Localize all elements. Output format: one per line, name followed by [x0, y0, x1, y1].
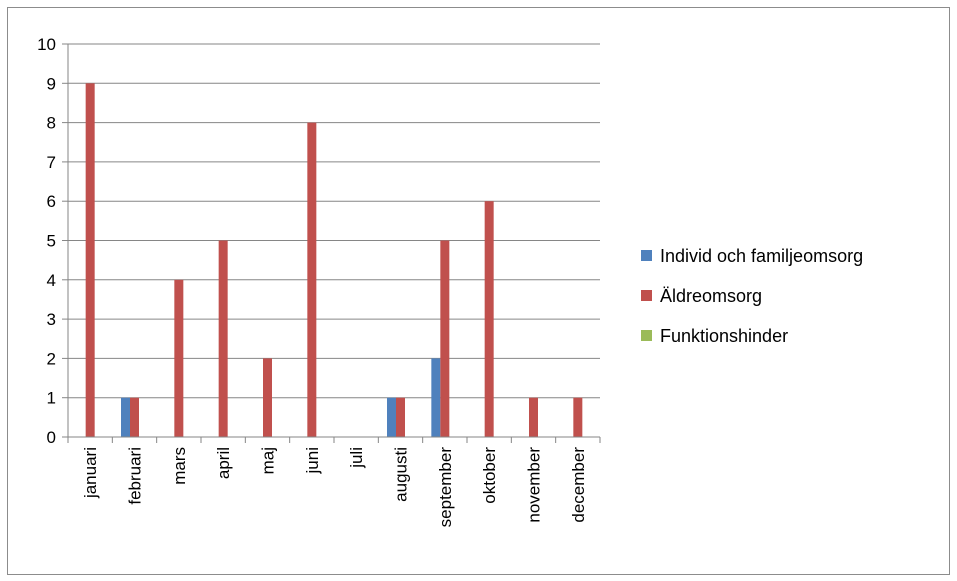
- legend: Individ och familjeomsorg Äldreomsorg Funk…: [641, 246, 863, 346]
- y-tick-label: 6: [47, 192, 56, 211]
- legend-swatch: [641, 330, 652, 341]
- bar-aldreomsorg-juni: [307, 122, 317, 437]
- x-category-label: september: [436, 447, 455, 528]
- x-category-label: maj: [259, 447, 278, 474]
- y-tick-label: 10: [37, 35, 56, 54]
- bar-individ-februari: [121, 397, 130, 437]
- y-tick-label: 9: [47, 74, 56, 93]
- chart-frame: [7, 7, 950, 575]
- x-category-label: december: [569, 447, 588, 523]
- legend-swatch: [641, 250, 652, 261]
- bar-aldreomsorg-januari: [85, 83, 95, 438]
- x-axis-category-labels: januari februari mars april maj juni juli augus…: [81, 447, 588, 528]
- bar-aldreomsorg-maj: [263, 358, 272, 437]
- gridlines: [62, 43, 600, 438]
- legend-label: Funktionshinder: [660, 326, 788, 346]
- x-category-label: november: [525, 447, 544, 523]
- bar-aldreomsorg-oktober: [484, 201, 494, 437]
- y-tick-label: 3: [47, 310, 56, 329]
- x-category-label: augusti: [392, 447, 411, 502]
- y-tick-label: 8: [47, 114, 56, 133]
- x-category-label: april: [214, 447, 233, 479]
- y-tick-label: 1: [47, 389, 56, 408]
- x-category-label: mars: [170, 447, 189, 485]
- x-category-label: januari: [81, 447, 100, 499]
- x-category-label: juli: [347, 447, 366, 469]
- legend-swatch: [641, 290, 652, 301]
- y-tick-label: 7: [47, 153, 56, 172]
- bar-individ-augusti: [387, 397, 396, 437]
- legend-label: Individ och familjeomsorg: [660, 246, 863, 266]
- bar-aldreomsorg-mars: [174, 279, 184, 437]
- axes: [67, 44, 601, 443]
- y-tick-label: 4: [47, 271, 56, 290]
- bar-aldreomsorg-november: [529, 397, 538, 437]
- y-tick-label: 2: [47, 349, 56, 368]
- y-tick-label: 0: [47, 428, 56, 447]
- bar-individ-september: [431, 358, 441, 437]
- bars: [85, 83, 583, 438]
- x-category-label: februari: [126, 447, 145, 505]
- y-axis-tick-labels: 0 1 2 3 4 5 6 7 8 9 10: [37, 35, 56, 447]
- x-category-label: oktober: [480, 447, 499, 504]
- bar-aldreomsorg-december: [573, 397, 583, 437]
- x-category-label: juni: [303, 447, 322, 474]
- legend-label: Äldreomsorg: [660, 286, 762, 306]
- y-tick-label: 5: [47, 232, 56, 251]
- bar-aldreomsorg-april: [218, 240, 228, 437]
- bar-aldreomsorg-februari: [130, 397, 139, 437]
- bar-aldreomsorg-september: [440, 240, 450, 437]
- bar-aldreomsorg-augusti: [396, 397, 405, 437]
